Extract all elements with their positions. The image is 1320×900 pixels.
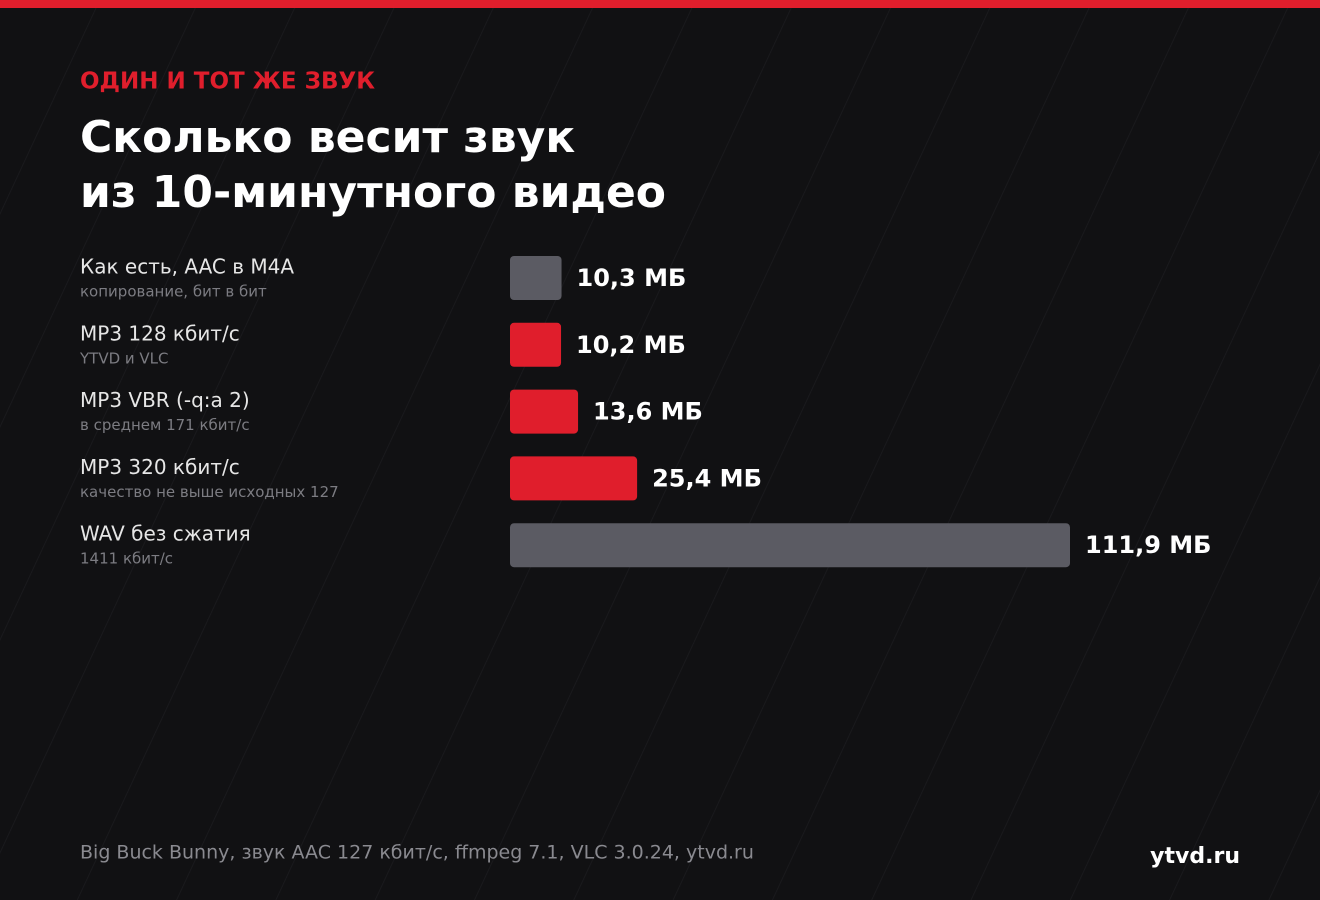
category-label: Как есть, AAC в M4A [80,255,294,279]
value-label: 25,4 МБ [652,464,762,492]
bar [510,456,638,501]
category-label: MP3 128 кбит/с [80,321,240,345]
category-note: YTVD и VLC [79,349,169,367]
chart-title: Сколько весит звук [80,112,575,163]
category-label: WAV без сжатия [80,522,251,546]
value-label: 13,6 МБ [593,398,703,426]
chart-title: из 10-минутного видео [80,167,666,218]
brand: ytvd.ru [1150,844,1240,869]
category-note: копирование, бит в бит [80,283,267,301]
category-note: качество не выше исходных 127 [80,483,339,501]
category-label: MP3 VBR (-q:a 2) [80,388,250,412]
bar [510,389,579,434]
kicker: ОДИН И ТОТ ЖЕ ЗВУК [80,69,375,95]
top-bar [0,0,1320,8]
value-label: 10,2 МБ [576,331,686,359]
bar [510,322,562,367]
category-note: 1411 кбит/с [80,550,173,568]
bar [510,256,562,300]
bar [510,523,1070,568]
category-note: в среднем 171 кбит/с [80,416,250,434]
value-label: 10,3 МБ [577,264,687,292]
category-label: MP3 320 кбит/с [80,455,240,479]
value-label: 111,9 МБ [1085,531,1211,559]
source: Big Buck Bunny, звук AAC 127 кбит/с, ffm… [80,842,754,864]
